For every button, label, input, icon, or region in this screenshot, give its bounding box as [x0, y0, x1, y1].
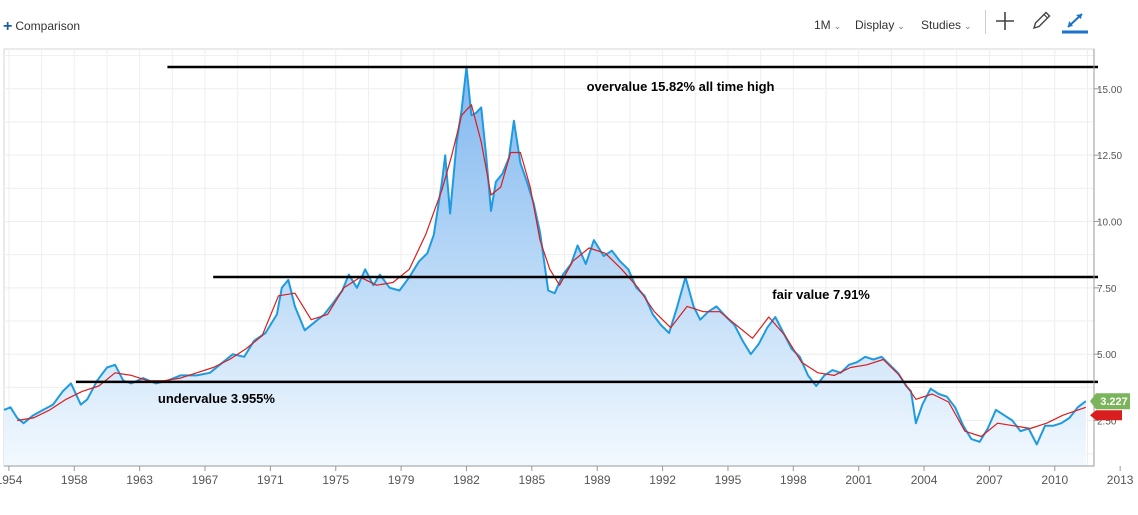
x-tick-label: 2007: [976, 473, 1003, 487]
period-label: 1M: [814, 18, 831, 32]
x-tick-label: 2013: [1107, 473, 1134, 487]
chart-toolbar: + Comparison 1M ⌄ Display ⌄ Studies ⌄: [0, 0, 1138, 46]
y-tick-label: 5.00: [1097, 350, 1117, 361]
add-drawing-button[interactable]: [990, 6, 1020, 36]
fullscreen-button[interactable]: [1060, 6, 1090, 36]
x-tick-label: 1985: [518, 473, 545, 487]
y-tick-label: 7.50: [1097, 284, 1117, 295]
studies-dropdown[interactable]: Studies ⌄: [921, 18, 972, 32]
axes: 1954 1958 1963 1967 1971 1975 1979 1982 1985 1989…: [0, 49, 1134, 487]
chevron-down-icon: ⌄: [897, 21, 905, 31]
chevron-down-icon: ⌄: [964, 21, 972, 31]
studies-label: Studies: [921, 18, 962, 32]
draw-tool-button[interactable]: [1026, 6, 1056, 36]
moving-average-line: [17, 104, 1086, 438]
level-lines: overvalue 15.82% all time high fair value…: [75, 65, 1098, 406]
level-label: undervalue 3.955%: [158, 391, 275, 406]
x-tick-label: 1998: [780, 473, 807, 487]
display-dropdown[interactable]: Display ⌄: [855, 18, 905, 32]
chevron-down-icon: ⌄: [833, 21, 842, 31]
last-value-badges: 3.227: [1090, 393, 1130, 421]
x-tick-label: 1958: [61, 473, 88, 487]
plus-icon: [996, 12, 1014, 30]
y-tick-label: 12.50: [1097, 151, 1122, 162]
expand-arrows-icon: [1062, 13, 1088, 34]
comparison-label: Comparison: [15, 19, 81, 33]
current-value-label: 3.227: [1100, 396, 1128, 408]
x-tick-label: 1992: [649, 473, 676, 487]
x-tick-label: 2010: [1041, 473, 1068, 487]
x-tick-label: 1995: [715, 473, 742, 487]
x-tick-label: 1971: [257, 473, 284, 487]
current-value-badge: [1090, 393, 1130, 410]
x-tick-label: 1967: [192, 473, 219, 487]
y-tick-label: 2.50: [1097, 417, 1117, 428]
level-label: overvalue 15.82% all time high: [587, 79, 775, 94]
x-tick-label: 1954: [0, 473, 23, 487]
chart-area: overvalue 15.82% all time high fair value…: [0, 46, 1138, 515]
x-tick-label: 2001: [845, 473, 872, 487]
y-tick-label: 10.00: [1097, 218, 1122, 229]
display-label: Display: [855, 18, 895, 32]
moving-average-badge: [1090, 410, 1122, 421]
x-tick-label: 1979: [388, 473, 415, 487]
x-tick-label: 1989: [584, 473, 611, 487]
plus-icon: +: [3, 18, 13, 35]
x-tick-label: 1982: [453, 473, 480, 487]
x-tick-label: 2004: [911, 473, 938, 487]
period-dropdown[interactable]: 1M ⌄: [814, 18, 841, 32]
add-comparison-button[interactable]: + Comparison: [3, 18, 80, 36]
price-area-fill: [4, 67, 1086, 466]
level-label: fair value 7.91%: [772, 287, 870, 302]
y-tick-label: 15.00: [1097, 85, 1122, 96]
pencil-icon: [1032, 11, 1051, 30]
toolbar-divider: [985, 10, 986, 34]
x-tick-label: 1963: [126, 473, 153, 487]
x-tick-label: 1975: [322, 473, 349, 487]
yield-chart[interactable]: overvalue 15.82% all time high fair value…: [0, 46, 1138, 510]
